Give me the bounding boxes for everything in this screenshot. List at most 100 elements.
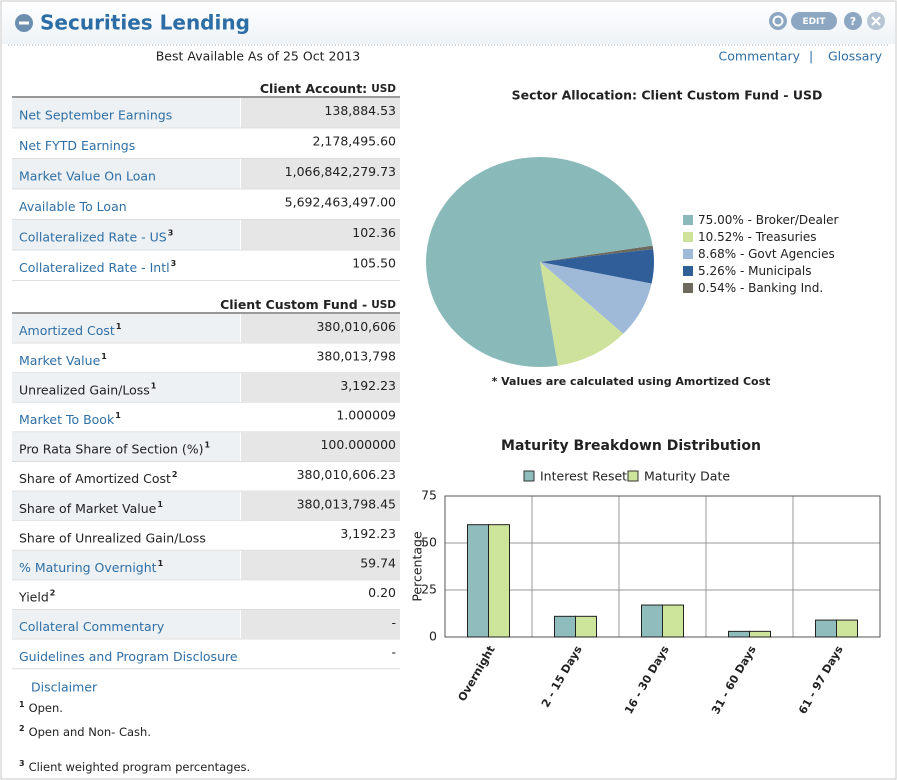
row-label-text: Net September Earnings xyxy=(19,107,172,122)
bar xyxy=(488,524,510,638)
footnote-mark: 1 xyxy=(19,700,25,709)
label-cell xyxy=(12,314,240,343)
row-label-sup: 1 xyxy=(116,322,122,331)
collapse-icon[interactable] xyxy=(15,14,33,32)
row-label[interactable]: Market Value On Loan xyxy=(19,168,156,183)
label-cell xyxy=(12,98,240,128)
link-separator: | xyxy=(809,49,813,64)
row-label-sup: 3 xyxy=(168,228,174,237)
row-label-text: Market Value xyxy=(19,352,101,367)
legend-label: 5.26% - Municipals xyxy=(698,264,811,278)
legend-value: 5.26% xyxy=(698,264,736,278)
help-icon[interactable]: ? xyxy=(844,12,862,30)
row-label-text: Share of Market Value xyxy=(19,500,157,515)
row-label-text: Yield xyxy=(18,589,49,604)
value-cell xyxy=(241,250,400,280)
bar xyxy=(815,619,837,638)
row-label[interactable]: Net FYTD Earnings xyxy=(19,138,135,153)
bar xyxy=(467,524,489,638)
close-icon[interactable] xyxy=(867,12,885,30)
edit-button[interactable]: EDIT xyxy=(791,12,837,30)
row-value: 1,066,842,279.73 xyxy=(285,164,396,179)
row-label-sup: 1 xyxy=(205,440,211,449)
value-cell xyxy=(241,521,400,550)
value-cell xyxy=(241,314,400,343)
value-cell xyxy=(241,402,400,432)
row-label[interactable]: % Maturing Overnight1 xyxy=(19,558,164,574)
bar xyxy=(554,615,576,638)
legend-swatch xyxy=(627,470,639,482)
label-cell xyxy=(12,521,240,550)
bar xyxy=(728,630,750,638)
legend-swatch xyxy=(683,215,693,225)
as-of: Best Available As of 25 Oct 2013 xyxy=(156,49,361,64)
legend-category: Govt Agencies xyxy=(748,247,835,261)
footnote-mark: 2 xyxy=(19,724,25,733)
row-label[interactable]: Collateralized Rate - US3 xyxy=(19,228,173,244)
row-value: 3,192.23 xyxy=(340,526,396,541)
row-label[interactable]: Collateral Commentary xyxy=(19,619,165,634)
row-label-text: Net FYTD Earnings xyxy=(19,138,135,153)
legend-sep: - xyxy=(736,281,748,295)
row-label-text: Market To Book xyxy=(19,411,115,426)
row-label-text: Pro Rata Share of Section (%) xyxy=(19,441,204,456)
row-label-text: Collateral Commentary xyxy=(19,619,165,634)
value-cell xyxy=(241,580,400,609)
y-tick-label: 25 xyxy=(421,582,437,597)
legend-swatch xyxy=(683,249,693,259)
value-cell xyxy=(241,220,400,250)
row-label-sup: 3 xyxy=(171,259,177,268)
row-label-sup: 1 xyxy=(151,381,157,390)
row-label[interactable]: Available To Loan xyxy=(19,199,127,214)
legend-sep: - xyxy=(736,264,748,278)
row-value: 3,192.23 xyxy=(340,378,396,393)
label-cell xyxy=(12,402,240,432)
glossary-link[interactable]: Glossary xyxy=(828,49,883,64)
row-label[interactable]: Guidelines and Program Disclosure xyxy=(19,648,238,663)
legend-swatch xyxy=(683,283,693,293)
commentary-link[interactable]: Commentary xyxy=(719,49,801,64)
row-value: 59.74 xyxy=(360,556,396,571)
row-value: 5,692,463,497.00 xyxy=(285,195,396,210)
svg-text:?: ? xyxy=(850,15,856,28)
edit-label[interactable]: EDIT xyxy=(802,17,826,27)
refresh-icon[interactable] xyxy=(769,12,787,30)
row-value: 380,013,798 xyxy=(316,348,396,363)
label-cell xyxy=(12,343,240,373)
row-label[interactable]: Market To Book1 xyxy=(19,410,121,426)
legend-swatch xyxy=(523,470,535,482)
legend-swatch xyxy=(683,232,693,242)
legend-sep: - xyxy=(744,230,756,244)
legend-sep: - xyxy=(736,247,748,261)
bar xyxy=(662,604,684,638)
panel-title: Securities Lending xyxy=(40,11,250,35)
table-title-text: Client Account: xyxy=(260,81,367,96)
row-value: - xyxy=(391,644,396,659)
footnote-text: Client weighted program percentages. xyxy=(29,760,251,774)
value-cell xyxy=(241,98,400,128)
label-cell xyxy=(12,159,240,189)
panel-header xyxy=(2,2,895,44)
row-label[interactable]: Net September Earnings xyxy=(19,107,172,122)
footnote-mark: 3 xyxy=(19,759,25,768)
row-value: 105.50 xyxy=(352,256,396,271)
label-cell xyxy=(12,610,240,639)
disclaimer-link[interactable]: Disclaimer xyxy=(31,680,98,695)
row-label[interactable]: Amortized Cost1 xyxy=(19,322,122,338)
row-label-text: Share of Amortized Cost xyxy=(19,471,171,486)
row-label-text: Unrealized Gain/Loss xyxy=(19,382,150,397)
row-label[interactable]: Market Value1 xyxy=(19,351,107,367)
label-cell xyxy=(12,550,240,580)
bar xyxy=(575,615,597,638)
row-label: Share of Amortized Cost2 xyxy=(19,470,177,486)
row-label[interactable]: Collateralized Rate - Intl3 xyxy=(19,259,176,275)
row-label-sup: 2 xyxy=(172,470,178,479)
legend-category: Broker/Dealer xyxy=(756,213,839,227)
table-title: Client Custom Fund - USD xyxy=(220,297,396,312)
legend-swatch xyxy=(683,266,693,276)
pie-slice xyxy=(540,249,654,284)
table-title-text: Client Custom Fund - xyxy=(220,297,367,312)
legend-label: Maturity Date xyxy=(644,469,730,484)
row-label-sup: 2 xyxy=(50,588,56,597)
